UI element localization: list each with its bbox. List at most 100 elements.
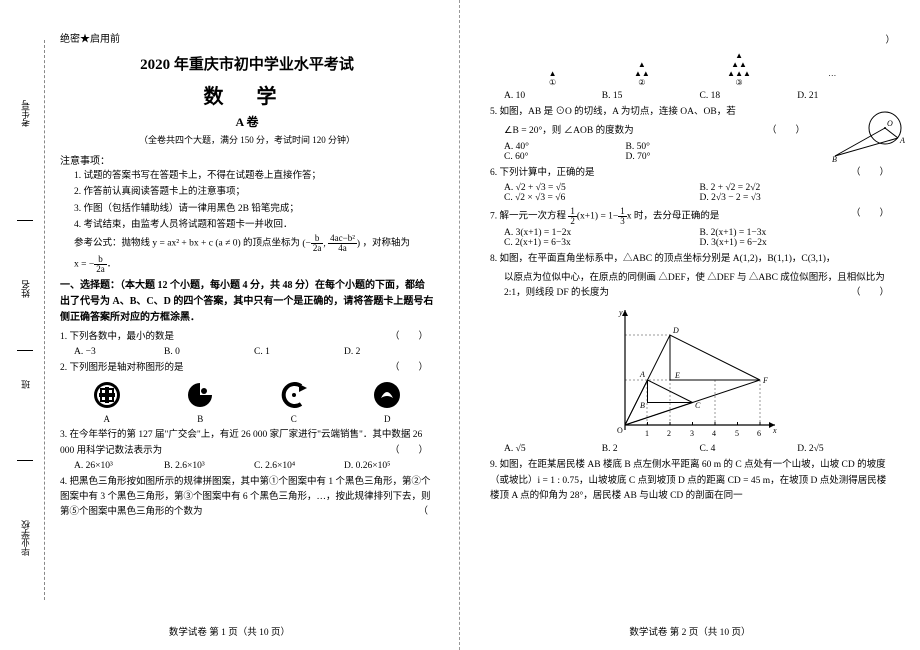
question-8-line2: 以原点为位似中心，在原点的同侧画 △DEF，使 △DEF 与 △ABC 成位似图… xyxy=(504,271,895,301)
svg-text:C: C xyxy=(695,401,701,410)
tri-group-3: ▲▲▲▲▲▲ ③ xyxy=(727,51,751,87)
tri-group-1: ▲ ① xyxy=(549,69,557,87)
svg-text:B: B xyxy=(640,401,645,410)
page-footer-1: 数学试卷 第 1 页（共 10 页） xyxy=(0,624,459,638)
svg-text:B: B xyxy=(832,155,837,163)
opt-d: D. 3(x+1) = 6−2x xyxy=(700,238,896,248)
opt-c: C. √2 × √3 = √6 xyxy=(504,193,700,203)
exam-info: （全卷共四个大题，满分 150 分，考试时间 120 分钟） xyxy=(60,133,434,146)
opt-d: D. 21 xyxy=(797,91,895,101)
triangle-pattern: ▲ ① ▲▲▲ ② ▲▲▲▲▲▲ ③ … xyxy=(490,51,895,87)
formula-vertex: (−b2a, 4ac−b²4a) xyxy=(302,239,362,249)
svg-text:2: 2 xyxy=(667,429,671,438)
answer-paren: （ ） xyxy=(851,207,889,222)
opt-a: A. √5 xyxy=(504,444,602,454)
opt-b: B. 15 xyxy=(602,91,700,101)
opt-c: C. 18 xyxy=(700,91,798,101)
page-2: ） ▲ ① ▲▲▲ ② ▲▲▲▲▲▲ ③ … A. 10 B. 15 C. 18… xyxy=(460,0,920,650)
q8-options: A. √5 B. 2 C. 4 D. 2√5 xyxy=(504,444,895,454)
opt-c: C. 4 xyxy=(700,444,798,454)
triangle-icon: ▲▲▲▲▲▲ xyxy=(727,51,751,78)
answer-paren: （ ） xyxy=(390,361,428,376)
opt-b: B. 2(x+1) = 1−3x xyxy=(700,228,896,238)
reference-formula: 参考公式：抛物线 y = ax² + bx + c (a ≠ 0) 的顶点坐标为… xyxy=(74,234,434,253)
opt-d: D. 2 xyxy=(344,347,434,357)
classified-label: 绝密★启用前 xyxy=(60,30,434,45)
label-b: B xyxy=(154,414,248,424)
label-a: A xyxy=(60,414,154,424)
opt-b: B. 2 xyxy=(602,444,700,454)
q2-labels: A B C D xyxy=(60,414,434,424)
opt-a: A. 3(x+1) = 1−2x xyxy=(504,228,700,238)
answer-paren: （ xyxy=(418,505,428,520)
question-3: 3. 在今年举行的第 127 届"广交会"上，有近 26 000 家厂家进行"云… xyxy=(60,428,434,458)
answer-paren: （ ） xyxy=(390,330,428,345)
opt-b: B. 2 + √2 = 2√2 xyxy=(700,183,896,193)
svg-text:5: 5 xyxy=(735,429,739,438)
svg-text:x: x xyxy=(772,426,777,435)
formula-tail: ，对称轴为 xyxy=(362,239,410,249)
formula-text: 参考公式：抛物线 y = ax² + bx + c (a ≠ 0) 的顶点坐标为 xyxy=(74,239,300,249)
notice-item: 3. 作图（包括作辅助线）请一律用黑色 2B 铅笔完成； xyxy=(74,202,434,216)
sidebar-class: 班 xyxy=(19,380,32,389)
opt-d: D. 70° xyxy=(626,152,748,162)
question-9: 9. 如图，在距某居民楼 AB 楼底 B 点左侧水平距离 60 m 的 C 点处… xyxy=(490,458,895,504)
logo-d-icon xyxy=(372,380,402,410)
opt-a: A. 26×10³ xyxy=(74,461,164,471)
q5-options: A. 40° B. 50° C. 60° D. 70° xyxy=(504,142,747,162)
logo-b-icon xyxy=(185,380,215,410)
opt-d: D. 0.26×10⁵ xyxy=(344,461,434,471)
question-4: 4. 把黑色三角形按如图所示的规律拼图案，其中第①个图案中有 1 个黑色三角形，… xyxy=(60,475,434,521)
section-1-heading: 一、选择题：（本大题 12 个小题，每小题 4 分，共 48 分）在每个小题的下… xyxy=(60,278,434,326)
svg-text:F: F xyxy=(762,376,768,385)
q7-options: A. 3(x+1) = 1−2x B. 2(x+1) = 1−3x C. 2(x… xyxy=(504,228,895,248)
label-c: C xyxy=(247,414,341,424)
sidebar-examinee-id: 考生号 xyxy=(19,100,32,127)
triangle-icon: ▲▲▲ xyxy=(634,60,650,78)
triangle-icon: ▲ xyxy=(549,69,557,78)
sidebar-divider xyxy=(17,350,33,351)
opt-c: C. 60° xyxy=(504,152,626,162)
q2-logos xyxy=(60,380,434,410)
tri-group-2: ▲▲▲ ② xyxy=(634,60,650,87)
opt-c: C. 1 xyxy=(254,347,344,357)
opt-a: A. −3 xyxy=(74,347,164,357)
notice-item: 2. 作答前认真阅读答题卡上的注意事项； xyxy=(74,185,434,199)
svg-text:O: O xyxy=(617,426,623,435)
sidebar-divider xyxy=(17,220,33,221)
axis-formula: x = −b2a． xyxy=(74,255,434,274)
question-7: 7. 解一元一次方程 12(x+1) = 1−13x 时，去分母正确的是 （ ） xyxy=(490,207,895,226)
opt-c: C. 2.6×10⁴ xyxy=(254,461,344,471)
notice-heading: 注意事项： xyxy=(60,152,434,167)
svg-text:D: D xyxy=(672,326,679,335)
opt-b: B. 0 xyxy=(164,347,254,357)
coordinate-graph: O 123 456 x y AB C DE F xyxy=(605,305,780,440)
sidebar: 考生号 姓名 班 毕业学校 xyxy=(15,40,45,600)
question-8: 8. 如图，在平面直角坐标系中，△ABC 的顶点坐标分别是 A(1,2)，B(1… xyxy=(490,252,895,267)
fraction: 12 xyxy=(568,207,577,226)
q4-options: A. 10 B. 15 C. 18 D. 21 xyxy=(504,91,895,101)
svg-text:1: 1 xyxy=(645,429,649,438)
q4-paren-close: ） xyxy=(490,34,895,49)
circle-tangent-figure: O A B xyxy=(830,108,910,163)
svg-text:6: 6 xyxy=(757,429,761,438)
opt-b: B. 2.6×10³ xyxy=(164,461,254,471)
question-2: 2. 下列图形是轴对称图形的是（ ） xyxy=(60,361,434,376)
svg-text:y: y xyxy=(618,308,623,317)
logo-c-icon xyxy=(279,380,309,410)
opt-c: C. 2(x+1) = 6−3x xyxy=(504,238,700,248)
sidebar-name: 姓名 xyxy=(19,280,32,298)
fraction: 13 xyxy=(618,207,627,226)
svg-text:3: 3 xyxy=(690,429,694,438)
subject-title: 数 学 xyxy=(60,80,434,109)
question-6: 6. 下列计算中，正确的是（ ） xyxy=(490,166,895,181)
opt-d: D. 2√5 xyxy=(797,444,895,454)
logo-a-icon xyxy=(92,380,122,410)
exam-title: 2020 年重庆市初中学业水平考试 xyxy=(60,53,434,74)
answer-paren: （ ） xyxy=(851,166,889,181)
opt-a: A. 10 xyxy=(504,91,602,101)
opt-b: B. 50° xyxy=(626,142,748,152)
svg-text:4: 4 xyxy=(712,429,716,438)
q6-options: A. √2 + √3 = √5 B. 2 + √2 = 2√2 C. √2 × … xyxy=(504,183,895,203)
page-footer-2: 数学试卷 第 2 页（共 10 页） xyxy=(460,624,920,638)
